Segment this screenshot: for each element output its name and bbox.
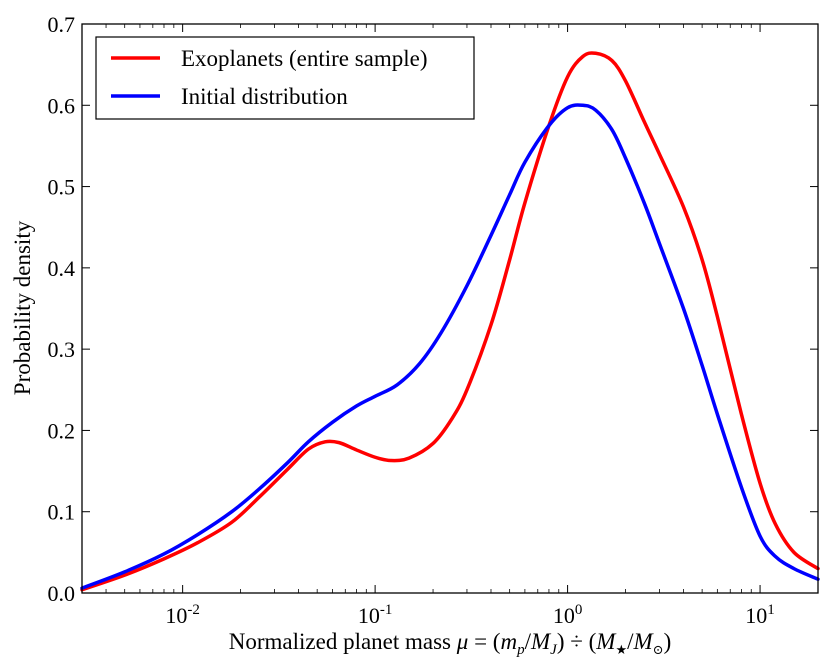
y-tick-label: 0.7 bbox=[48, 12, 76, 37]
y-tick-label: 0.2 bbox=[48, 418, 76, 443]
y-tick-label: 0.3 bbox=[48, 337, 76, 362]
x-tick-label: 10-1 bbox=[358, 602, 393, 628]
x-tick-label: 10-2 bbox=[165, 602, 200, 628]
ticks-layer: 0.0 0.1 0.2 0.3 0.4 0.5 0.6 0.7 10-2 10-1 100 101 bbox=[48, 12, 819, 628]
y-tick-label: 0.4 bbox=[48, 256, 76, 281]
y-tick-label: 0.0 bbox=[48, 581, 76, 606]
series-layer bbox=[80, 51, 820, 592]
series-line-exoplanets bbox=[80, 51, 820, 592]
y-axis-label: Probability density bbox=[10, 220, 35, 395]
plot-frame bbox=[81, 23, 819, 594]
legend-label-exoplanets: Exoplanets (entire sample) bbox=[181, 46, 428, 71]
y-tick-label: 0.5 bbox=[48, 175, 76, 200]
x-tick-label: 100 bbox=[553, 602, 583, 628]
x-tick-label: 101 bbox=[745, 602, 775, 628]
y-tick-label: 0.1 bbox=[48, 500, 76, 525]
legend: Exoplanets (entire sample) Initial distr… bbox=[95, 36, 475, 120]
legend-box bbox=[95, 36, 475, 120]
series-line-initial bbox=[80, 103, 820, 590]
x-axis-label: Normalized planet mass μ = (mp/MJ) ÷ (M★… bbox=[229, 629, 671, 658]
legend-label-initial: Initial distribution bbox=[181, 84, 348, 109]
y-tick-label: 0.6 bbox=[48, 93, 76, 118]
